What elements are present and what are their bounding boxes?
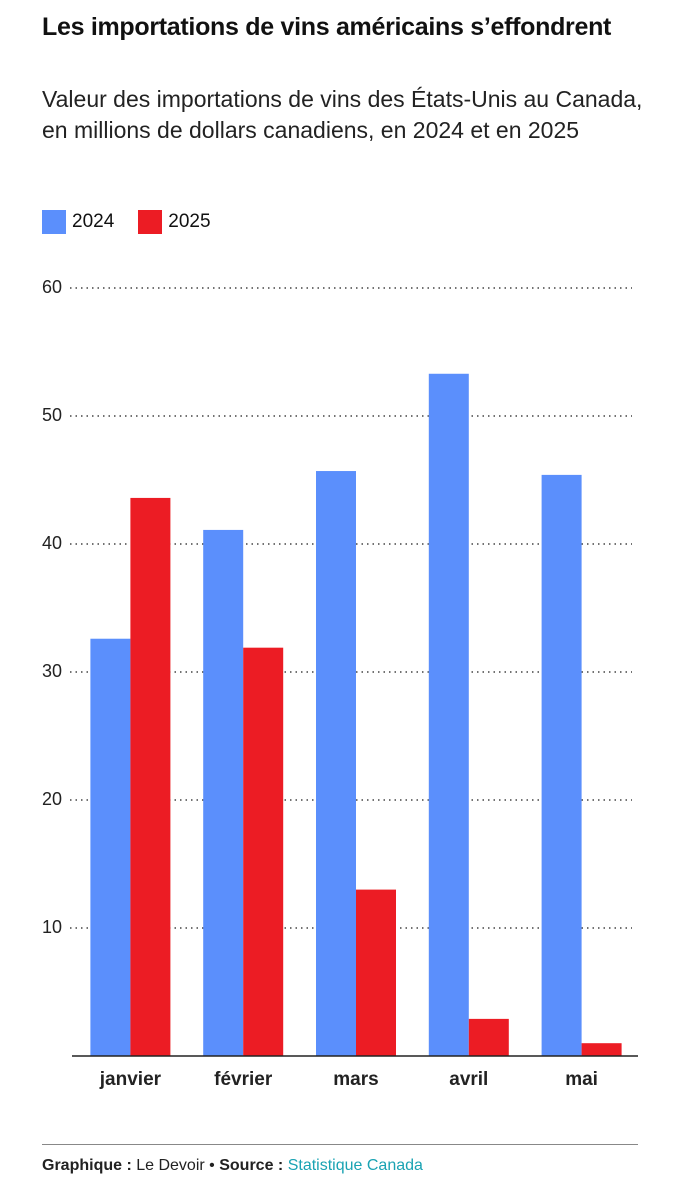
bar <box>541 474 582 1056</box>
source-value: Statistique Canada <box>287 1157 423 1174</box>
bar <box>90 638 131 1056</box>
legend-swatch <box>42 210 66 234</box>
source-label: Source : <box>219 1157 284 1174</box>
divider <box>42 1144 638 1145</box>
x-tick-label: mai <box>565 1069 598 1090</box>
credit: Graphique : Le Devoir • Source : Statist… <box>42 1157 423 1175</box>
y-tick-label: 30 <box>42 661 62 681</box>
bar <box>468 1018 509 1056</box>
bar <box>243 647 284 1056</box>
legend: 2024 2025 <box>42 210 235 234</box>
legend-item: 2024 <box>42 210 114 234</box>
legend-label: 2025 <box>168 211 211 232</box>
x-tick-label: avril <box>449 1069 488 1090</box>
y-tick-label: 60 <box>42 277 62 297</box>
y-tick-label: 50 <box>42 405 62 425</box>
bar <box>581 1043 622 1056</box>
x-tick-label: février <box>214 1069 273 1090</box>
bar <box>428 373 469 1056</box>
y-tick-label: 20 <box>42 789 62 809</box>
chart-title: Les importations de vins américains s’ef… <box>42 13 612 41</box>
bar <box>130 497 171 1056</box>
bar <box>316 471 356 1056</box>
chart-subtitle: Valeur des importations de vins des État… <box>42 86 643 143</box>
y-tick-label: 40 <box>42 533 62 553</box>
x-tick-label: mars <box>333 1069 378 1090</box>
legend-swatch <box>138 210 163 234</box>
bar <box>203 529 244 1056</box>
legend-label: 2024 <box>72 211 115 232</box>
y-tick-label: 10 <box>42 917 62 937</box>
legend-item: 2025 <box>138 210 211 234</box>
chart: 10 20 30 40 50 60 janvier février mars avril mai <box>42 277 638 1090</box>
bar <box>356 889 396 1056</box>
separator: • <box>209 1157 215 1174</box>
credit-label: Graphique : <box>42 1157 132 1174</box>
credit-value: Le Devoir <box>136 1157 205 1174</box>
x-tick-label: janvier <box>99 1069 162 1090</box>
